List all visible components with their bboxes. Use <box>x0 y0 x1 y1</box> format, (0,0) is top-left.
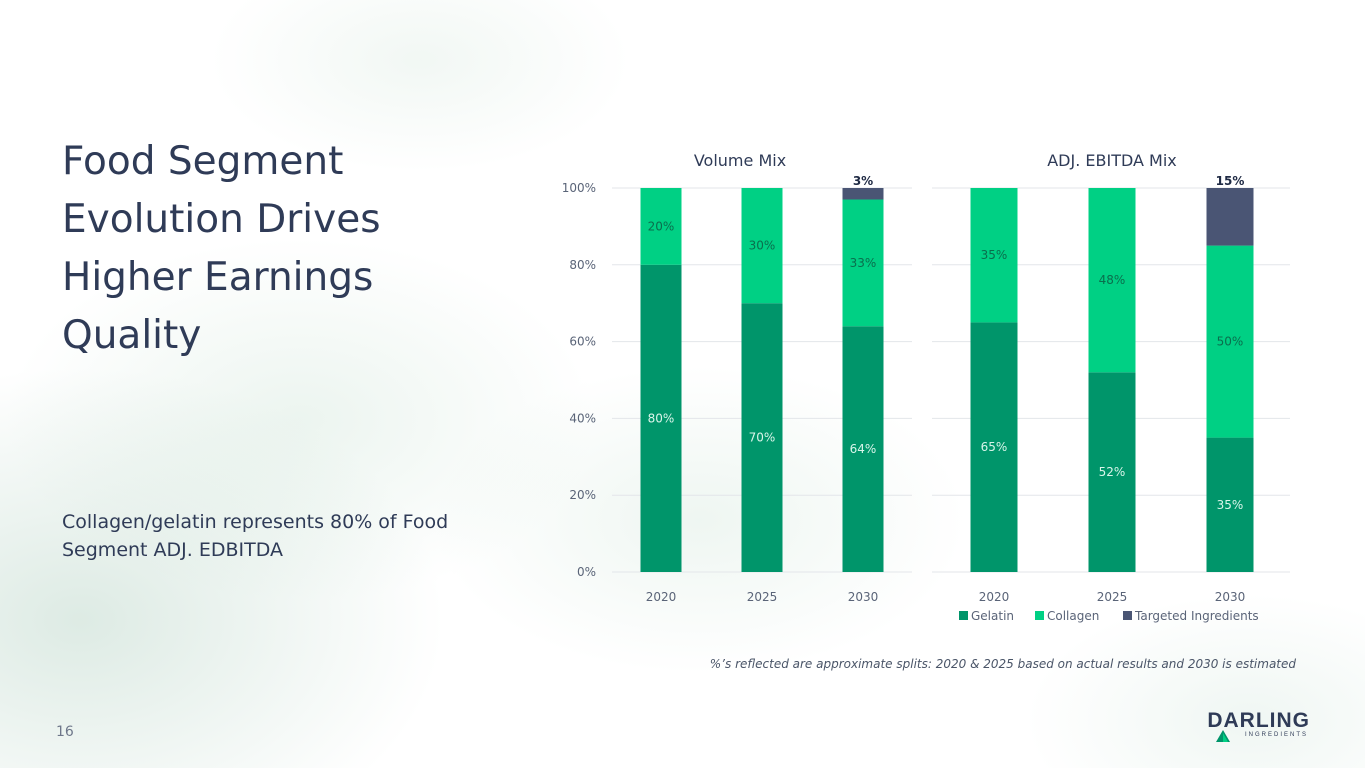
data-label: 64% <box>850 442 877 456</box>
bar-segment-targeted-ingredients <box>1206 188 1254 246</box>
y-tick-label: 40% <box>569 411 596 425</box>
data-label: 65% <box>981 440 1008 454</box>
legend-entry: Targeted Ingredients <box>1134 609 1259 623</box>
data-label: 30% <box>749 239 776 253</box>
data-label: 35% <box>1217 498 1244 512</box>
chart-title: Volume Mix <box>694 151 786 170</box>
x-tick-label: 2025 <box>1097 590 1128 604</box>
logo-subtitle: INGREDIENTS <box>1244 732 1308 738</box>
darling-ingredients-logo: DARLING INGREDIENTS <box>1198 710 1310 744</box>
data-label: 70% <box>749 431 776 445</box>
bar-segment-collagen <box>640 188 682 265</box>
bar-segment-collagen <box>842 199 884 327</box>
bar-segment-collagen <box>1206 245 1254 438</box>
legend-swatch <box>959 611 968 620</box>
bar-segment-collagen <box>970 188 1018 323</box>
x-tick-label: 2020 <box>979 590 1010 604</box>
data-label: 80% <box>648 411 675 425</box>
logo-wordmark: DARLING <box>1207 709 1310 732</box>
logo-triangle-icon <box>1216 730 1230 742</box>
bar-segment-collagen <box>741 188 783 304</box>
data-label: 15% <box>1216 174 1245 188</box>
legend-swatch <box>1123 611 1132 620</box>
data-label: 3% <box>853 174 873 188</box>
bar-segment-gelatin <box>741 303 783 572</box>
data-label: 50% <box>1217 335 1244 349</box>
data-label: 48% <box>1099 273 1126 287</box>
page-number: 16 <box>56 724 74 740</box>
x-tick-label: 2030 <box>848 590 879 604</box>
slide-title: Food Segment Evolution Drives Higher Ear… <box>62 139 381 358</box>
chart-title: ADJ. EBITDA Mix <box>1047 151 1177 170</box>
legend-entry: Gelatin <box>971 609 1014 623</box>
bar-segment-targeted-ingredients <box>842 188 884 200</box>
data-label: 33% <box>850 256 877 270</box>
bar-segment-gelatin <box>970 322 1018 572</box>
y-tick-label: 100% <box>562 181 596 195</box>
footnote: %’s reflected are approximate splits: 20… <box>709 657 1296 671</box>
legend-entry: Collagen <box>1047 609 1099 623</box>
y-tick-label: 60% <box>569 335 596 349</box>
bar-segment-gelatin <box>1206 437 1254 572</box>
bar-segment-gelatin <box>640 264 682 572</box>
legend-swatch <box>1035 611 1044 620</box>
y-tick-label: 80% <box>569 258 596 272</box>
y-tick-label: 20% <box>569 488 596 502</box>
bar-segment-gelatin <box>1088 372 1136 572</box>
data-label: 20% <box>648 219 675 233</box>
y-tick-label: 0% <box>577 565 596 579</box>
bar-segment-collagen <box>1088 188 1136 373</box>
bar-segment-gelatin <box>842 326 884 572</box>
data-label: 35% <box>981 248 1008 262</box>
data-label: 52% <box>1099 465 1126 479</box>
x-tick-label: 2030 <box>1215 590 1246 604</box>
x-tick-label: 2020 <box>646 590 677 604</box>
slide-subtitle: Collagen/gelatin represents 80% of Food … <box>62 511 449 561</box>
x-tick-label: 2025 <box>747 590 778 604</box>
